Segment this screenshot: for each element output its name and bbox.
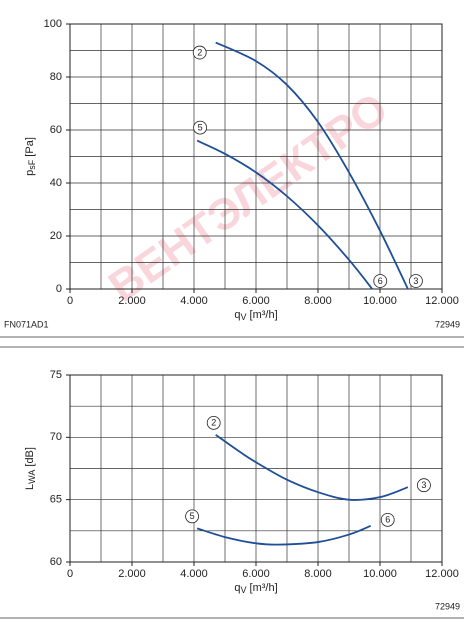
axis-label-main: q [234, 309, 240, 321]
y-tick-label: 80 [50, 71, 62, 83]
curve-label: 2 [211, 418, 216, 428]
axis-label-unit: [m³/h] [246, 582, 277, 594]
y-tick-label: 20 [50, 230, 62, 242]
x-tick-label: 8.000 [304, 295, 332, 307]
footer-code: 72949 [435, 319, 460, 329]
axis-label-unit: [dB] [24, 447, 36, 470]
curve-marker [380, 512, 395, 527]
footer-code: FN071AD1 [4, 319, 49, 329]
axis-label: qV [m³/h] [234, 582, 277, 595]
x-tick-label: 2.000 [118, 568, 146, 580]
x-tick-label: 4.000 [180, 295, 208, 307]
y-tick-label: 100 [44, 18, 62, 30]
x-tick-label: 2.000 [118, 295, 146, 307]
y-tick-label: 65 [50, 494, 62, 506]
axis-label-sub: sF [27, 159, 37, 170]
y-tick-label: 75 [50, 369, 62, 381]
curve-label: 5 [190, 511, 195, 521]
curve-marker [416, 478, 431, 493]
axis-label-sub: V [240, 312, 246, 322]
curve [196, 525, 372, 546]
curve-label: 6 [378, 276, 383, 286]
axis-label-main: q [234, 582, 240, 594]
axis-label-main: L [24, 484, 36, 490]
x-tick-label: 10.000 [363, 295, 397, 307]
footer-code: 72949 [435, 601, 460, 611]
axis-label-sub: V [240, 585, 246, 595]
axis-label: qV [m³/h] [234, 309, 277, 322]
curve-label: 3 [421, 480, 426, 490]
axis-label-main: p [24, 170, 36, 176]
curve-label: 5 [198, 122, 203, 132]
x-tick-label: 12.000 [425, 295, 459, 307]
curve [196, 139, 373, 290]
curve-label: 6 [385, 515, 390, 525]
curve-marker [192, 45, 207, 60]
axis-label-unit: [Pa] [24, 137, 36, 160]
y-tick-label: 0 [56, 283, 62, 295]
curve-label: 3 [413, 276, 418, 286]
curve-marker [206, 415, 221, 430]
x-tick-label: 8.000 [304, 568, 332, 580]
y-tick-label: 60 [50, 556, 62, 568]
x-tick-label: 0 [67, 568, 73, 580]
curve [215, 41, 409, 290]
y-tick-label: 60 [50, 124, 62, 136]
axis-label-sub: WA [27, 470, 37, 484]
curve [215, 434, 409, 501]
x-tick-label: 6.000 [242, 295, 270, 307]
axis-label: psF [Pa] [24, 137, 37, 176]
x-tick-label: 4.000 [180, 568, 208, 580]
axis-label-unit: [m³/h] [246, 309, 277, 321]
y-tick-label: 70 [50, 431, 62, 443]
x-tick-label: 0 [67, 295, 73, 307]
curve-marker [408, 274, 423, 288]
curve-label: 2 [197, 47, 202, 57]
watermark: ВЕНТЭЛЕКТРО [100, 84, 396, 312]
curve-marker [185, 509, 200, 524]
curve-marker [373, 274, 388, 288]
axis-label: LWA [dB] [24, 447, 37, 490]
x-tick-label: 10.000 [363, 568, 397, 580]
x-tick-label: 6.000 [242, 568, 270, 580]
y-tick-label: 40 [50, 177, 62, 189]
x-tick-label: 12.000 [425, 568, 459, 580]
curve-marker [193, 120, 208, 135]
